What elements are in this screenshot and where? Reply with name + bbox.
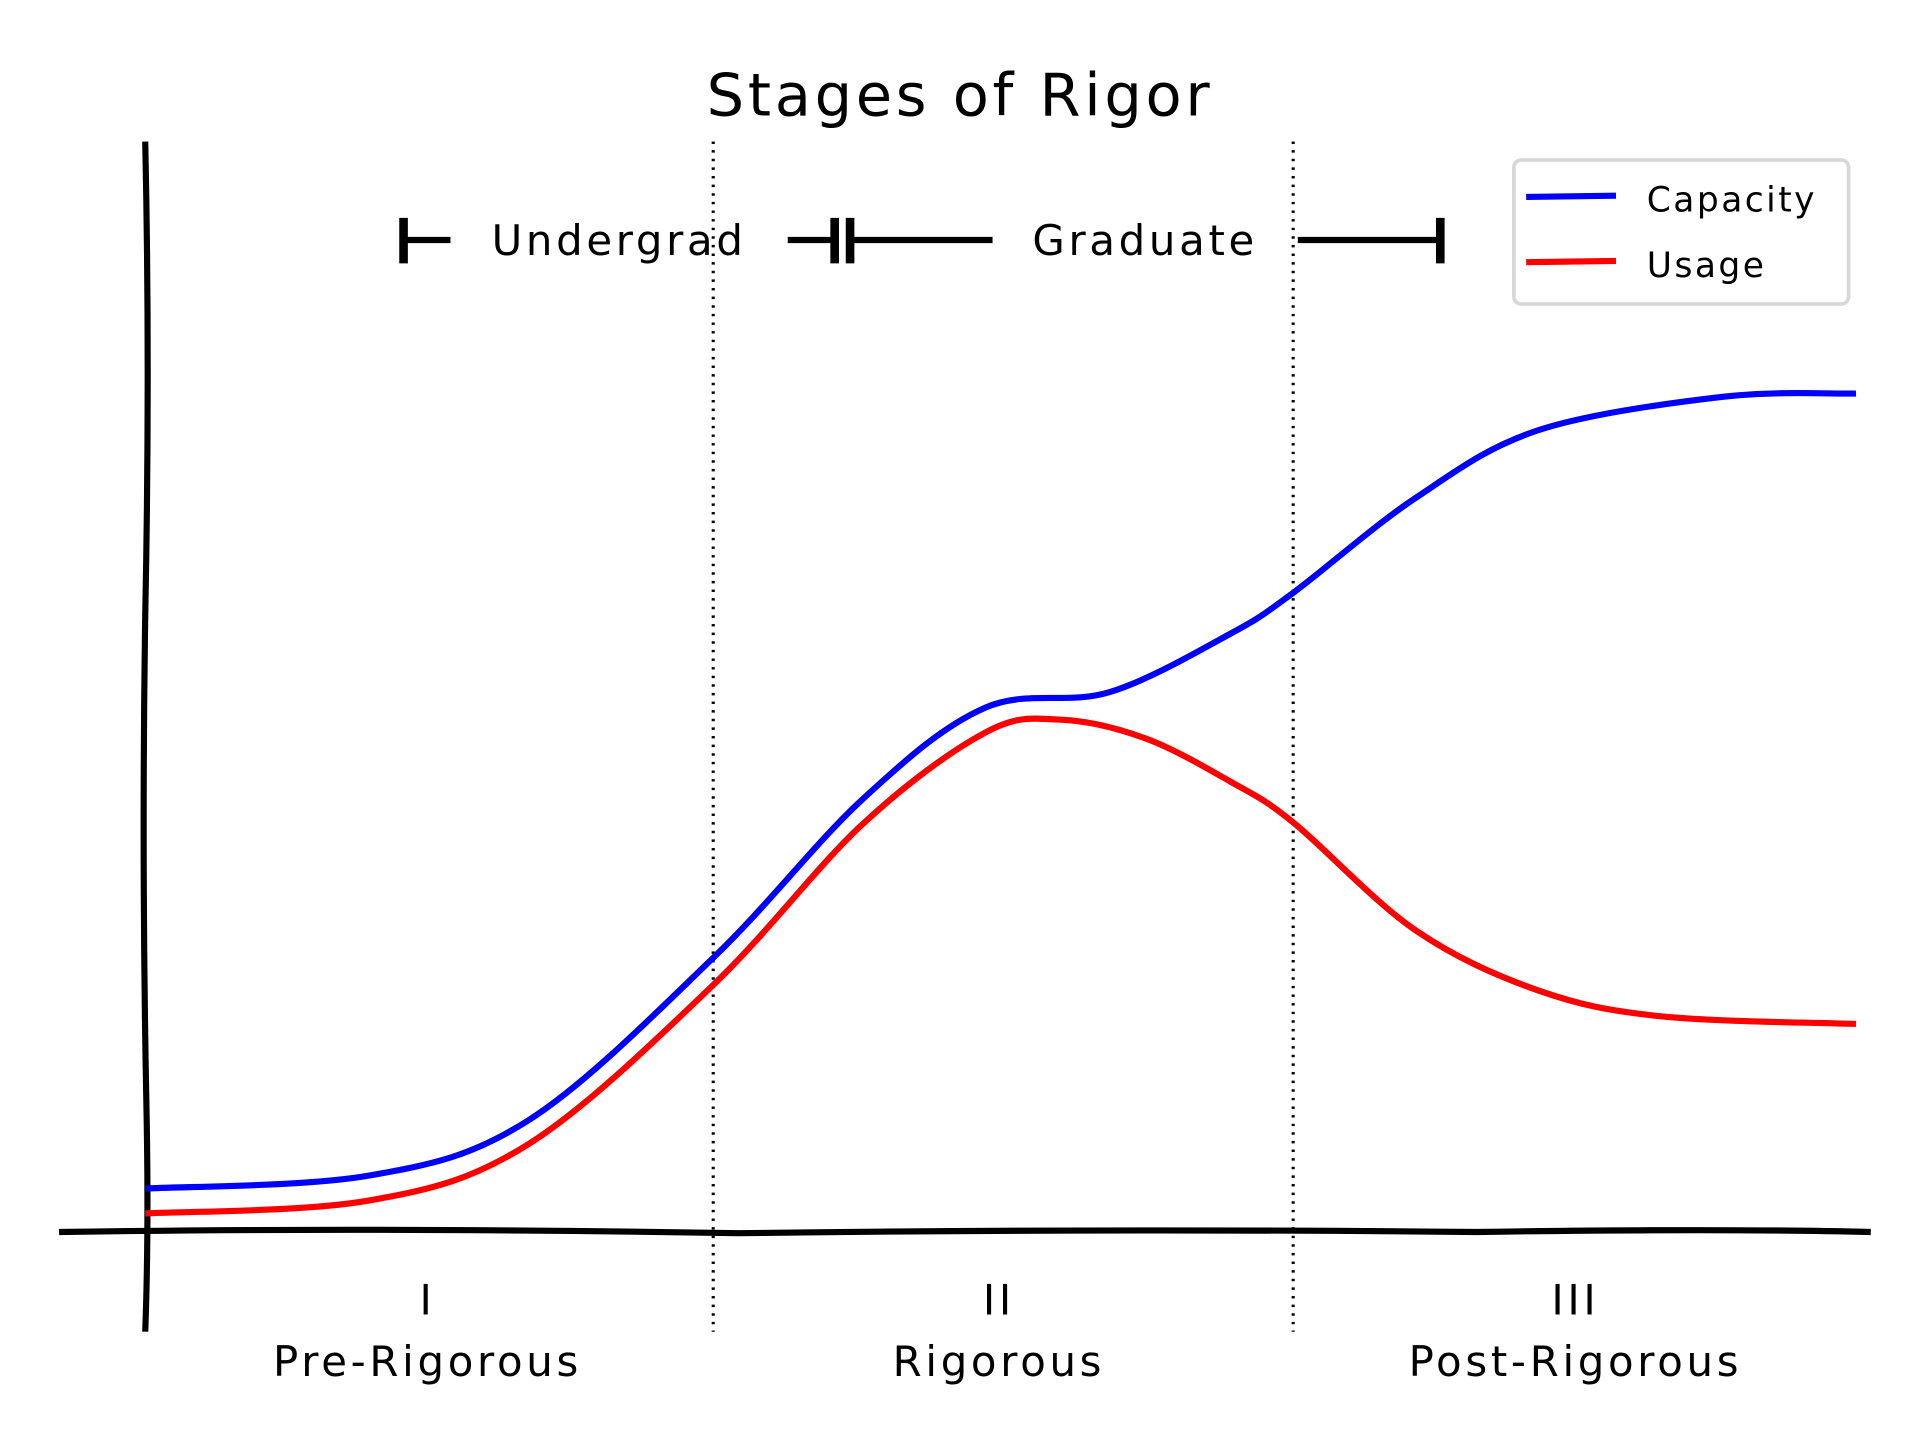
- stage-numeral: I: [419, 1275, 435, 1324]
- legend-swatch-capacity: [1526, 192, 1617, 200]
- legend: Capacity Usage: [1512, 158, 1851, 306]
- stage-label: Pre-Rigorous: [273, 1337, 582, 1386]
- x-axis: [59, 1226, 1871, 1237]
- bracket-label: Undergrad: [492, 216, 747, 265]
- stage-label: Post-Rigorous: [1409, 1337, 1743, 1386]
- legend-label-usage: Usage: [1647, 246, 1767, 286]
- legend-swatch-usage: [1526, 257, 1617, 266]
- stage-numeral: III: [1551, 1275, 1599, 1324]
- bracket-graduate: Graduate: [845, 216, 1445, 265]
- legend-label-capacity: Capacity: [1647, 181, 1817, 221]
- stage-label: Rigorous: [893, 1337, 1106, 1386]
- chart-title: Stages of Rigor: [707, 61, 1214, 130]
- series-line-capacity: [145, 389, 1857, 1192]
- bracket-undergrad: Undergrad: [399, 216, 839, 265]
- series-line-usage: [145, 715, 1857, 1217]
- y-axis: [140, 141, 151, 1332]
- bracket-label: Graduate: [1032, 216, 1258, 265]
- stage-numeral: II: [983, 1275, 1015, 1324]
